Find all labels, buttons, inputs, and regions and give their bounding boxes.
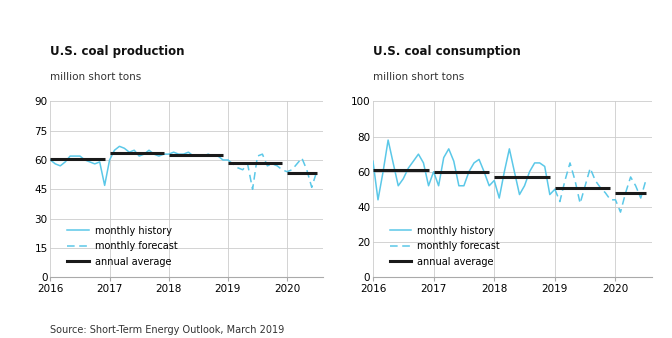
Legend: monthly history, monthly forecast, annual average: monthly history, monthly forecast, annua…: [63, 222, 181, 270]
Text: million short tons: million short tons: [50, 72, 142, 81]
Text: Source: Short-Term Energy Outlook, March 2019: Source: Short-Term Energy Outlook, March…: [50, 324, 285, 335]
Text: U.S. coal production: U.S. coal production: [50, 45, 185, 58]
Legend: monthly history, monthly forecast, annual average: monthly history, monthly forecast, annua…: [386, 222, 504, 270]
Text: million short tons: million short tons: [373, 72, 464, 81]
Text: U.S. coal consumption: U.S. coal consumption: [373, 45, 521, 58]
